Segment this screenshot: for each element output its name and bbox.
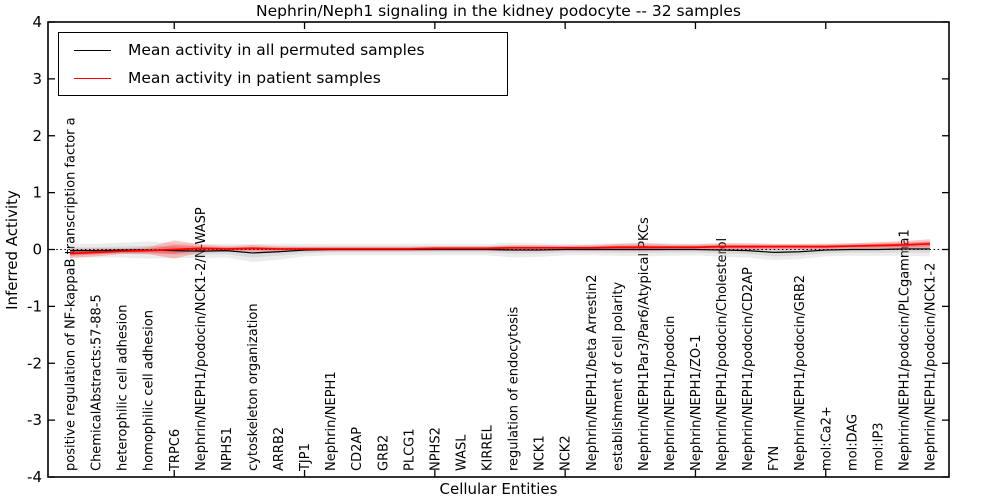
x-category-label: homophilic cell adhesion [142, 310, 157, 471]
x-axis-label: Cellular Entities [439, 480, 558, 498]
legend: Mean activity in all permuted samples Me… [58, 32, 508, 96]
x-category-label: NCK2 [559, 435, 574, 471]
x-category-label: Nephrin/NEPH1/podocin/CD2AP [741, 267, 756, 471]
x-category-label: cytoskeleton organization [246, 303, 261, 471]
y-tick-label: 0 [32, 241, 42, 259]
x-category-label: NPHS2 [428, 427, 443, 471]
x-category-label: ARRB2 [272, 427, 287, 471]
x-category-label: regulation of endocytosis [507, 306, 522, 471]
chart-title: Nephrin/Neph1 signaling in the kidney po… [256, 2, 741, 20]
x-category-label: KIRREL [481, 424, 496, 471]
y-tick-label: -3 [27, 411, 42, 429]
legend-entry-patient: Mean activity in patient samples [74, 67, 507, 89]
x-category-label: Nephrin/NEPH1/beta Arrestin2 [585, 275, 600, 472]
x-category-label: Nephrin/NEPH1/podocin/Cholesterol [715, 238, 730, 471]
x-category-label: NPHS1 [220, 427, 235, 471]
x-category-label: Nephrin/NEPH1/podocin [663, 316, 678, 471]
patient-mean-line [69, 242, 931, 255]
y-tick-label: 3 [32, 70, 42, 88]
x-category-label: TRPC6 [168, 429, 183, 472]
x-category-label: heterophilic cell adhesion [116, 305, 131, 472]
legend-label: Mean activity in all permuted samples [128, 41, 425, 59]
x-category-label: WASL [454, 434, 469, 471]
x-category-label: Nephrin/NEPH1/podocin/NCK1-2/N-WASP [194, 207, 209, 471]
x-category-label: CD2AP [350, 427, 365, 471]
y-tick-label: 4 [32, 13, 42, 31]
x-category-label: Nephrin/NEPH1/podocin/GRB2 [793, 275, 808, 471]
x-category-label: GRB2 [376, 435, 391, 471]
y-tick-label: -2 [27, 354, 42, 372]
patient-band [70, 239, 930, 259]
x-category-label: Nephrin/NEPH1/podocin/NCK1-2 [924, 263, 939, 471]
y-tick-label: 2 [32, 127, 42, 145]
x-category-label: TJP1 [298, 443, 313, 472]
x-category-label: PLCG1 [402, 428, 417, 471]
x-category-label: establishment of cell polarity [611, 282, 626, 471]
x-category-label: NCK1 [533, 435, 548, 471]
x-category-label: Nephrin/NEPH1/podocin/PLCgamma1 [897, 229, 912, 471]
y-tick-label: -4 [27, 468, 42, 486]
x-category-label: mol:DAG [845, 414, 860, 471]
x-category-label: ChemicalAbstracts:57-88-5 [90, 294, 105, 471]
x-category-label: mol:Ca2+ [819, 406, 834, 471]
permuted-line-swatch [74, 49, 111, 51]
x-category-label: Nephrin/NEPH1 [324, 371, 339, 471]
x-category-label: Nephrin/NEPH1Par3/Par6/Atypical PKCs [637, 217, 652, 471]
legend-label: Mean activity in patient samples [128, 69, 381, 87]
x-category-label: mol:IP3 [871, 422, 886, 471]
legend-entry-permuted: Mean activity in all permuted samples [74, 39, 507, 61]
patient-line-swatch [74, 77, 111, 79]
y-tick-label: 1 [32, 184, 42, 202]
x-category-label: FYN [767, 446, 782, 471]
permuted-mean-line [70, 248, 930, 254]
x-category-label: positive regulation of NF-kappaB transcr… [64, 117, 79, 471]
x-category-label: Nephrin/NEPH1/ZO-1 [689, 335, 704, 471]
y-tick-label: -1 [27, 297, 42, 315]
